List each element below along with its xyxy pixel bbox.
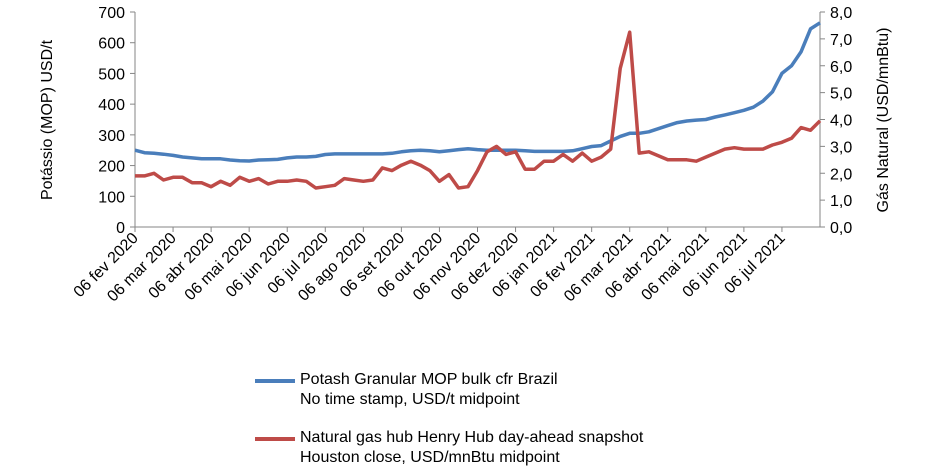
y-tick-label: 600 [98,36,125,53]
y-tick-label: 300 [98,128,125,145]
y2-tick-label: 8,0 [830,5,852,22]
y-tick-label: 100 [98,189,125,206]
y2-tick-label: 2,0 [830,166,852,183]
y2-tick-label: 6,0 [830,59,852,76]
legend: Potash Granular MOP bulk cfr Brazil No t… [255,370,905,470]
y2-tick-label: 3,0 [830,139,852,156]
y2-axis-label: Gás Natural (USD/mnBtu) [875,28,892,213]
y-tick-label: 400 [98,97,125,114]
y-tick-label: 200 [98,159,125,176]
legend-swatch [255,379,295,383]
y2-tick-label: 7,0 [830,32,852,49]
series-line [134,21,821,163]
y2-tick-label: 1,0 [830,193,852,210]
legend-label: Potash Granular MOP bulk cfr Brazil No t… [300,371,558,408]
legend-label: Natural gas hub Henry Hub day-ahead snap… [300,429,644,466]
y2-tick-label: 5,0 [830,86,852,103]
y2-tick-label: 4,0 [830,113,852,130]
y-tick-label: 700 [98,5,125,22]
series-line [135,30,822,190]
legend-item: Natural gas hub Henry Hub day-ahead snap… [255,428,905,472]
legend-item: Potash Granular MOP bulk cfr Brazil No t… [255,370,905,414]
y-tick-label: 0 [116,220,125,237]
y2-tick-label: 0,0 [830,220,852,237]
legend-swatch [255,437,295,441]
y-axis-label: Potássio (MOP) USD/t [39,39,56,200]
y-tick-label: 500 [98,66,125,83]
